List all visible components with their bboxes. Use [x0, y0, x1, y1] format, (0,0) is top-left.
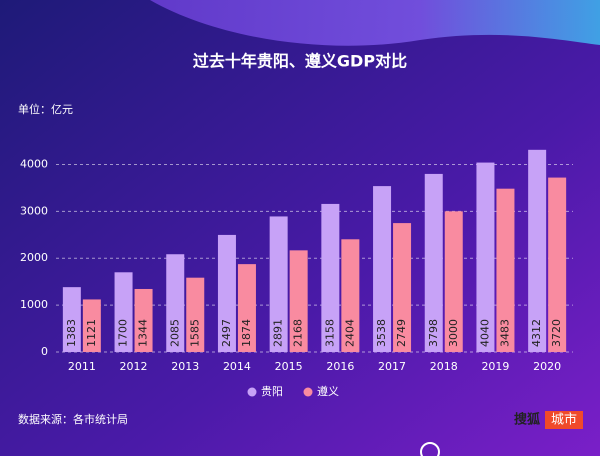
bar — [548, 177, 567, 352]
data-label: 2749 — [395, 319, 408, 347]
watermark-badge — [545, 411, 583, 429]
y-tick-label: 3000 — [20, 204, 48, 217]
bar — [134, 288, 153, 352]
bar — [289, 250, 308, 352]
y-tick-label: 2000 — [20, 251, 48, 264]
bar — [444, 211, 463, 352]
bar — [217, 234, 236, 352]
x-tick-label: 2013 — [171, 360, 199, 373]
bar — [476, 162, 495, 352]
data-label: 2891 — [272, 319, 285, 347]
data-label: 1874 — [240, 319, 253, 347]
bar — [373, 186, 392, 352]
bar — [321, 203, 340, 352]
data-label: 3483 — [498, 319, 511, 347]
x-tick-label: 2015 — [275, 360, 303, 373]
x-tick-label: 2011 — [68, 360, 96, 373]
data-label: 2168 — [292, 319, 305, 347]
x-tick-label: 2020 — [533, 360, 561, 373]
data-label: 1585 — [188, 319, 201, 347]
bar — [166, 254, 185, 352]
bar — [269, 216, 288, 352]
legend-marker — [247, 387, 257, 397]
chart-title: 过去十年贵阳、遵义GDP对比 — [193, 52, 407, 71]
y-tick-label: 1000 — [20, 298, 48, 311]
bar — [62, 287, 81, 352]
x-tick-label: 2018 — [430, 360, 458, 373]
bar — [114, 272, 133, 352]
data-label: 2497 — [220, 319, 233, 347]
bar — [528, 149, 547, 352]
data-label: 3798 — [427, 319, 440, 347]
data-label: 2085 — [168, 319, 181, 347]
data-label: 4312 — [530, 319, 543, 347]
data-label: 1344 — [137, 319, 150, 347]
bar — [393, 223, 412, 352]
bar — [186, 277, 205, 352]
bar — [341, 239, 360, 352]
data-label: 1383 — [65, 319, 78, 347]
y-tick-label: 0 — [41, 345, 48, 358]
data-label: 3720 — [550, 319, 563, 347]
watermark-badge-text: 城市 — [551, 412, 577, 428]
data-label: 3538 — [375, 319, 388, 347]
legend-label: 遵义 — [317, 384, 339, 398]
data-label: 3000 — [447, 319, 460, 347]
x-tick-label: 2017 — [378, 360, 406, 373]
source: 数据来源：各市统计局 — [18, 412, 128, 426]
bar — [424, 173, 443, 352]
x-tick-label: 2019 — [481, 360, 509, 373]
bar — [237, 264, 256, 352]
decor-circle — [420, 442, 440, 456]
watermark-text: 搜狐 — [514, 412, 540, 428]
x-tick-label: 2012 — [120, 360, 148, 373]
unit-label: 单位：亿元 — [18, 102, 73, 116]
x-tick-label: 2014 — [223, 360, 251, 373]
data-label: 1700 — [117, 319, 130, 347]
bar — [496, 188, 515, 352]
data-label: 2404 — [343, 319, 356, 347]
data-label: 4040 — [478, 319, 491, 347]
legend-label: 贵阳 — [261, 385, 283, 398]
decor-wave — [150, 0, 600, 46]
x-tick-label: 2016 — [326, 360, 354, 373]
bar — [82, 299, 101, 352]
data-label: 1121 — [85, 319, 98, 347]
y-tick-label: 4000 — [20, 157, 48, 170]
legend-marker — [303, 387, 313, 397]
data-label: 3158 — [323, 319, 336, 347]
